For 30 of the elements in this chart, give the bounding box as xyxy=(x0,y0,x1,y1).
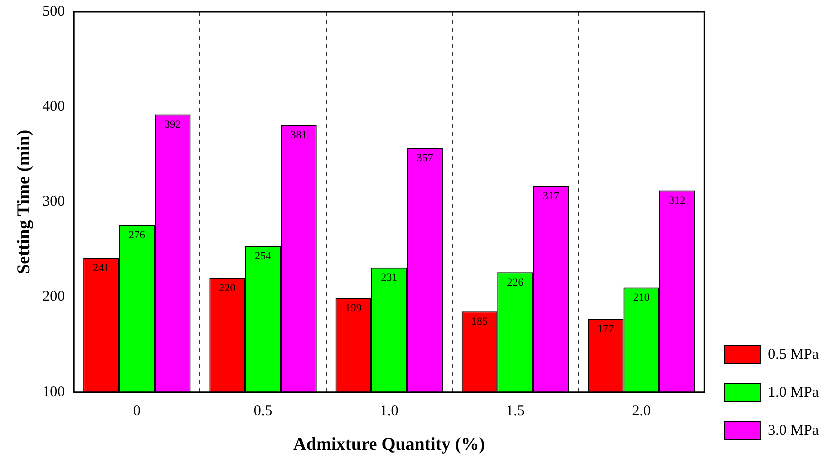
x-tick-label: 1.5 xyxy=(506,403,525,420)
y-tick-label: 200 xyxy=(42,289,66,306)
x-tick-label: 0.5 xyxy=(254,403,273,420)
data-label: 241 xyxy=(93,262,110,275)
data-label: 276 xyxy=(128,229,146,242)
data-label: 317 xyxy=(542,190,560,202)
data-label: 226 xyxy=(507,276,524,289)
y-tick-label: 400 xyxy=(42,99,66,116)
data-label: 392 xyxy=(164,119,182,132)
data-label: 312 xyxy=(669,195,686,208)
legend-label: 1.0 MPa xyxy=(768,384,820,401)
legend-label: 3.0 MPa xyxy=(768,422,820,439)
y-tick-label: 500 xyxy=(42,4,66,20)
data-label: 381 xyxy=(290,130,308,142)
x-tick-label: 0 xyxy=(133,403,141,420)
y-tick-label: 100 xyxy=(42,384,66,400)
legend-label: 0.5 MPa xyxy=(768,346,820,363)
data-label: 357 xyxy=(416,152,434,164)
data-label: 199 xyxy=(345,302,362,315)
data-label: 177 xyxy=(598,324,615,336)
x-tick-label: 1.0 xyxy=(380,403,399,420)
x-tick-label: 2.0 xyxy=(632,403,651,420)
y-tick-label: 300 xyxy=(42,194,66,210)
data-label: 231 xyxy=(381,272,398,284)
x-axis-title: Admixture Quantity (%) xyxy=(294,434,486,454)
y-axis-title: Setting Time (min) xyxy=(13,130,34,274)
data-label: 185 xyxy=(472,316,489,328)
data-label: 220 xyxy=(219,282,236,295)
data-label: 254 xyxy=(255,250,272,262)
data-label: 210 xyxy=(633,292,650,304)
